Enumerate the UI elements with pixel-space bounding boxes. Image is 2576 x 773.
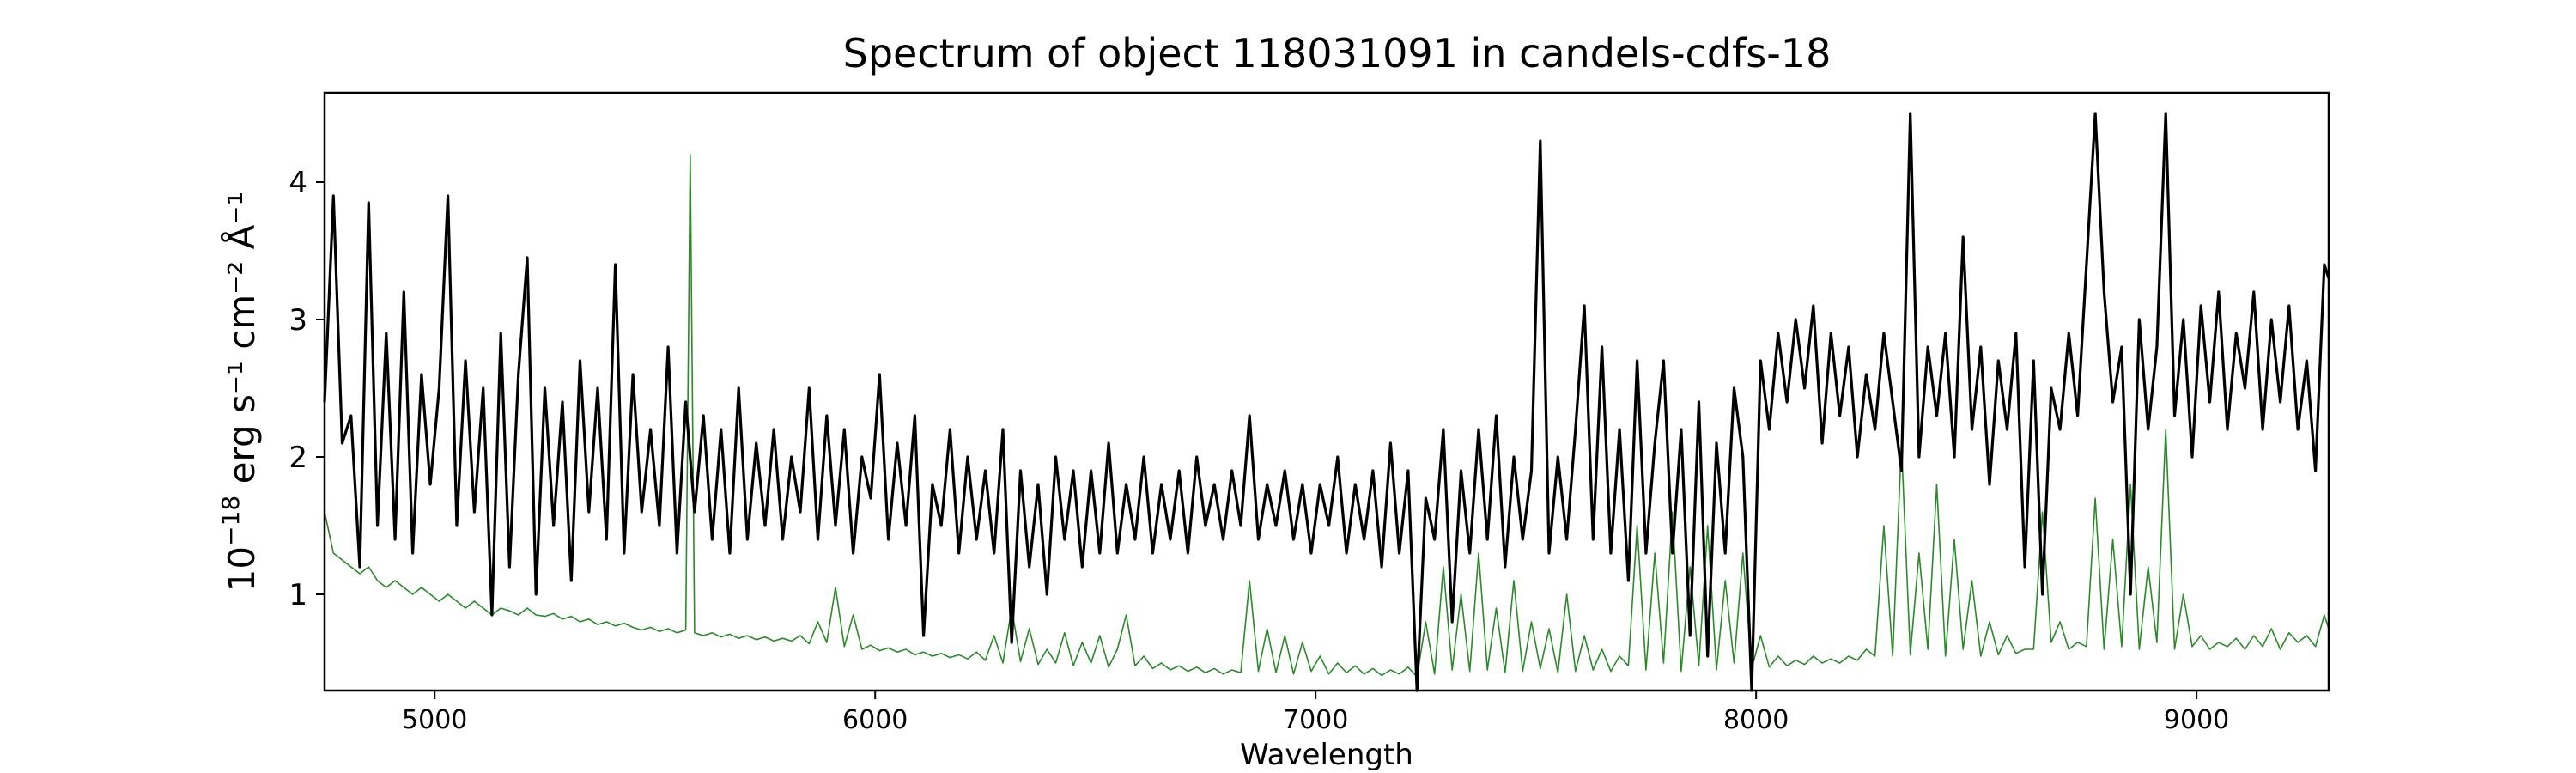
x-axis-label: Wavelength xyxy=(1240,738,1413,772)
chart-title: Spectrum of object 118031091 in candels-… xyxy=(843,30,1832,76)
y-axis-label-exponent: −18 xyxy=(216,496,245,546)
x-axis-ticks: 5000 6000 7000 8000 9000 xyxy=(402,691,2229,735)
series-line-flux xyxy=(323,112,2330,692)
x-tick-label: 6000 xyxy=(842,705,908,735)
y-tick-label: 2 xyxy=(289,441,307,475)
y-axis-ticks: 1 2 3 4 xyxy=(289,166,325,612)
x-tick-label: 5000 xyxy=(402,705,467,735)
x-tick-label: 8000 xyxy=(1723,705,1789,735)
series-line-noise xyxy=(324,154,2330,678)
y-axis-label-units: erg s⁻¹ cm⁻² Å⁻¹ xyxy=(220,192,263,496)
series-layer xyxy=(323,112,2330,692)
y-tick-label: 1 xyxy=(289,578,307,612)
x-tick-label: 7000 xyxy=(1283,705,1348,735)
y-axis-label-prefix: 10 xyxy=(221,546,263,592)
y-tick-label: 4 xyxy=(289,166,307,200)
y-axis-label: 10−18 erg s⁻¹ cm⁻² Å⁻¹ xyxy=(216,192,263,593)
x-tick-label: 9000 xyxy=(2164,705,2229,735)
y-tick-label: 3 xyxy=(289,303,307,338)
plot-area-frame xyxy=(323,91,2330,692)
